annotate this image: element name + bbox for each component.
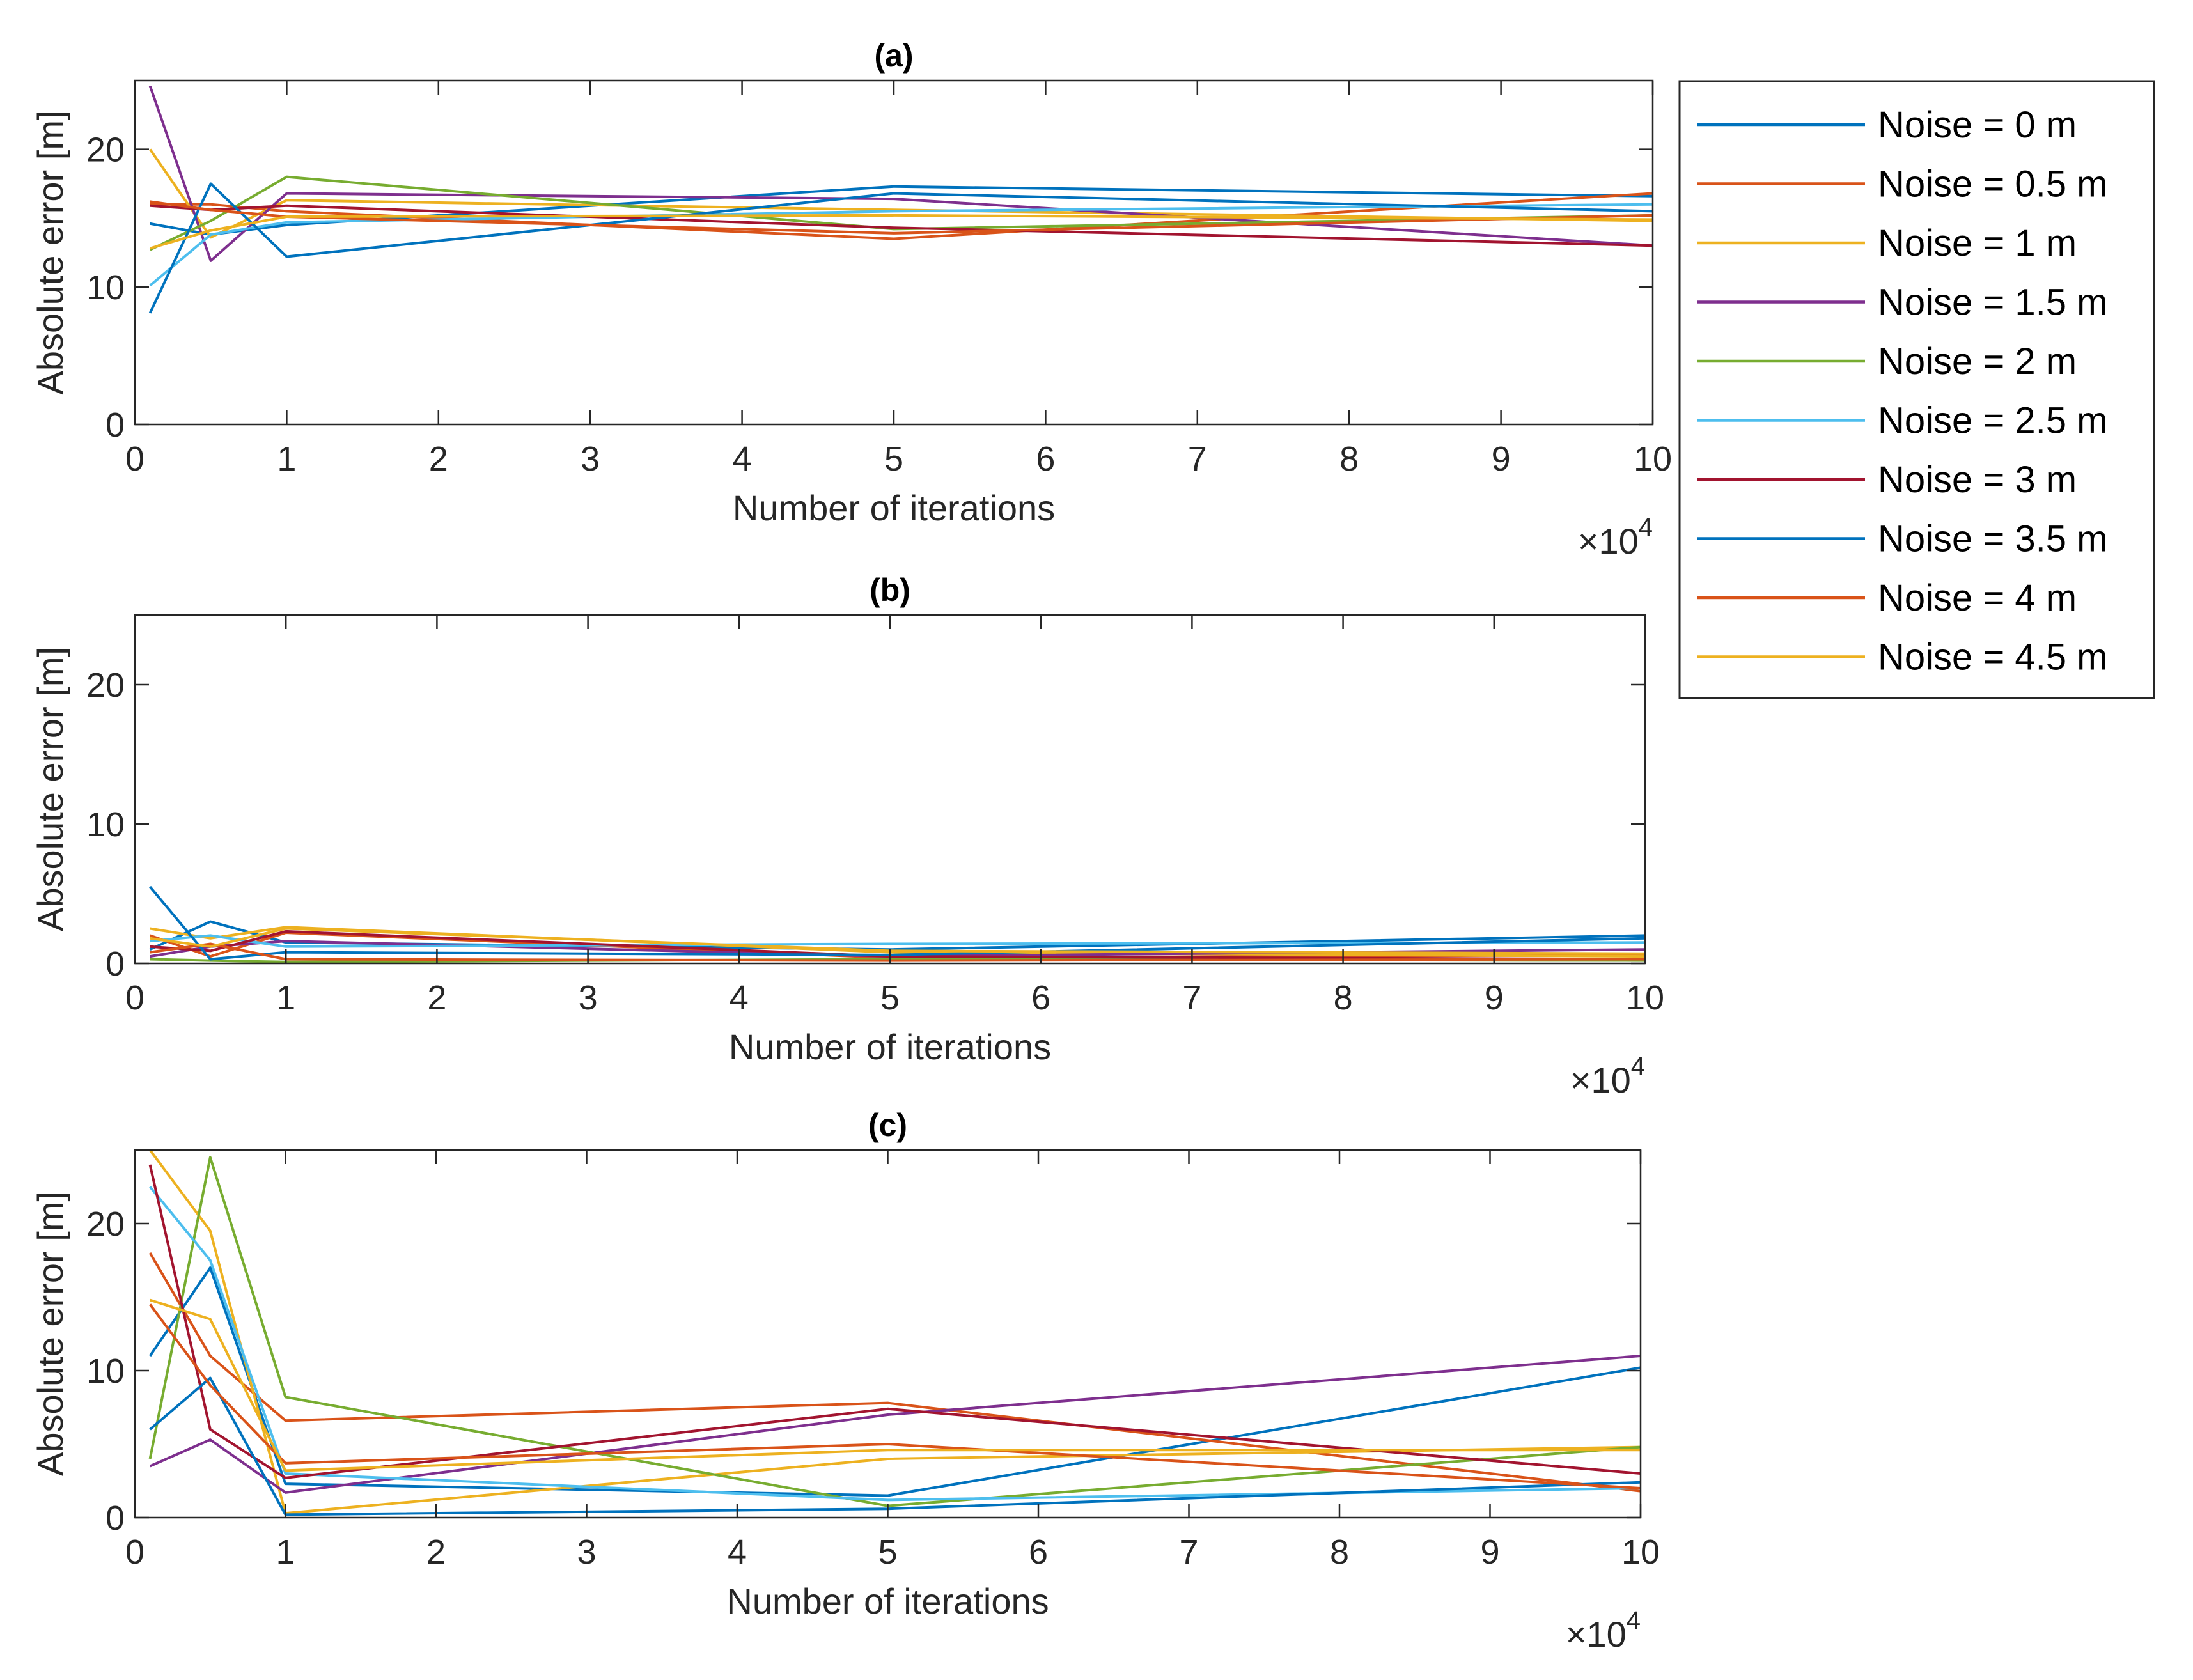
x-tick-label: 2 [426, 1533, 446, 1571]
x-tick-label: 6 [1036, 440, 1055, 478]
series-line-4 [149, 175, 1653, 251]
legend-label: Noise = 4 m [1878, 577, 2077, 619]
series-line-8 [148, 1303, 1641, 1489]
legend-label: Noise = 1 m [1878, 222, 2077, 264]
plot-0: 0 1 2 3 4 5 6 7 8 9 10 0 10 20 (a) Number of iterations… [30, 38, 1672, 561]
y-tick-label: 0 [105, 406, 125, 444]
x-tick-label: 8 [1339, 440, 1359, 478]
x-tick-label: 6 [1029, 1533, 1048, 1571]
x-tick-label: 2 [427, 979, 446, 1017]
x-tick-label: 4 [733, 440, 752, 478]
x-tick-label: 10 [1626, 979, 1664, 1017]
x-tick-label: 0 [125, 1533, 144, 1571]
y-axis-label: Absolute error [m] [30, 647, 70, 931]
plot-title: (c) [868, 1107, 907, 1143]
x-tick-label: 4 [728, 1533, 747, 1571]
legend-label: Noise = 0.5 m [1878, 164, 2107, 205]
x-tick-label: 9 [1480, 1533, 1499, 1571]
series-line-5 [149, 1186, 1641, 1502]
y-tick-label: 20 [86, 131, 125, 169]
legend: Noise = 0 m Noise = 0.5 m Noise = 1 m Noise… [1678, 80, 2155, 699]
y-tick-label: 0 [105, 945, 125, 983]
legend-label: Noise = 3.5 m [1878, 518, 2107, 560]
series-line-0 [149, 920, 1645, 951]
y-axis-label: Absolute error [m] [30, 110, 70, 394]
y-tick-label: 20 [86, 666, 125, 704]
x-axis-label: Number of iterations [729, 1027, 1051, 1067]
x-tick-label: 1 [277, 440, 296, 478]
x-tick-label: 7 [1188, 440, 1207, 478]
legend-label: Noise = 3 m [1878, 459, 2077, 501]
x-tick-label: 10 [1621, 1533, 1660, 1571]
x-tick-label: 6 [1031, 979, 1050, 1017]
y-tick-label: 10 [86, 1352, 125, 1390]
legend-entry-8: Noise = 4 m [1697, 577, 2077, 619]
plot-title: (a) [874, 38, 913, 74]
y-tick-label: 20 [86, 1205, 125, 1243]
x-tick-label: 5 [878, 1533, 897, 1571]
x-axis-label: Number of iterations [733, 488, 1055, 528]
x-exponent-label: ×104 [1570, 1052, 1645, 1100]
legend-label: Noise = 2.5 m [1878, 400, 2107, 442]
y-tick-label: 10 [86, 268, 125, 307]
series-line-3 [148, 85, 1653, 262]
series-line-3 [149, 1355, 1641, 1494]
series-line-4 [148, 1156, 1641, 1507]
x-tick-label: 7 [1179, 1533, 1198, 1571]
x-tick-label: 3 [581, 440, 600, 478]
x-exponent-label: ×104 [1566, 1606, 1641, 1654]
legend-entry-2: Noise = 1 m [1697, 222, 2077, 264]
series-group [148, 85, 1653, 314]
legend-label: Noise = 4.5 m [1878, 637, 2107, 678]
plot-1: 0 1 2 3 4 5 6 7 8 9 10 0 10 20 (b) Number of iterations… [30, 572, 1664, 1100]
legend-entry-9: Noise = 4.5 m [1697, 637, 2107, 678]
series-line-1 [148, 1252, 1641, 1493]
legend-entry-7: Noise = 3.5 m [1697, 518, 2107, 560]
y-axis-label: Absolute error [m] [30, 1192, 70, 1476]
legend-label: Noise = 2 m [1878, 341, 2077, 382]
y-tick-label: 10 [86, 805, 125, 844]
legend-entry-4: Noise = 2 m [1697, 341, 2077, 382]
x-tick-label: 3 [579, 979, 598, 1017]
series-line-9 [150, 214, 1653, 250]
series-line-5 [150, 934, 1645, 948]
series-line-5 [149, 203, 1653, 287]
x-tick-label: 7 [1182, 979, 1201, 1017]
x-tick-label: 9 [1485, 979, 1504, 1017]
x-tick-label: 0 [125, 440, 144, 478]
x-tick-label: 8 [1334, 979, 1353, 1017]
x-tick-label: 0 [125, 979, 144, 1017]
legend-entry-6: Noise = 3 m [1697, 459, 2077, 501]
legend-label: Noise = 1.5 m [1878, 282, 2107, 323]
plot-title: (b) [870, 572, 910, 608]
y-tick-label: 0 [105, 1499, 125, 1537]
plot-2: 0 1 2 3 4 5 6 7 8 9 10 0 10 20 (c) Number of iterations… [30, 1107, 1660, 1654]
series-line-9 [149, 1298, 1641, 1472]
x-tick-label: 4 [730, 979, 749, 1017]
legend-label: Noise = 0 m [1878, 104, 2077, 146]
x-tick-label: 1 [276, 979, 295, 1017]
x-tick-label: 2 [429, 440, 448, 478]
x-tick-label: 5 [880, 979, 900, 1017]
legend-entry-5: Noise = 2.5 m [1697, 400, 2107, 442]
series-line-0 [148, 1266, 1641, 1497]
x-tick-label: 8 [1330, 1533, 1349, 1571]
legend-entry-0: Noise = 0 m [1697, 104, 2077, 146]
x-tick-label: 1 [276, 1533, 295, 1571]
series-line-6 [150, 204, 1653, 247]
legend-entry-3: Noise = 1.5 m [1697, 282, 2107, 323]
x-tick-label: 10 [1634, 440, 1672, 478]
series-line-6 [150, 929, 1645, 961]
x-tick-label: 5 [884, 440, 903, 478]
x-tick-label: 9 [1492, 440, 1511, 478]
x-exponent-label: ×104 [1578, 513, 1653, 561]
legend-entry-1: Noise = 0.5 m [1697, 164, 2107, 205]
x-axis-label: Number of iterations [726, 1581, 1049, 1621]
series-line-9 [150, 927, 1645, 955]
series-line-7 [148, 182, 1653, 314]
x-tick-label: 3 [577, 1533, 596, 1571]
series-line-6 [148, 1164, 1641, 1479]
